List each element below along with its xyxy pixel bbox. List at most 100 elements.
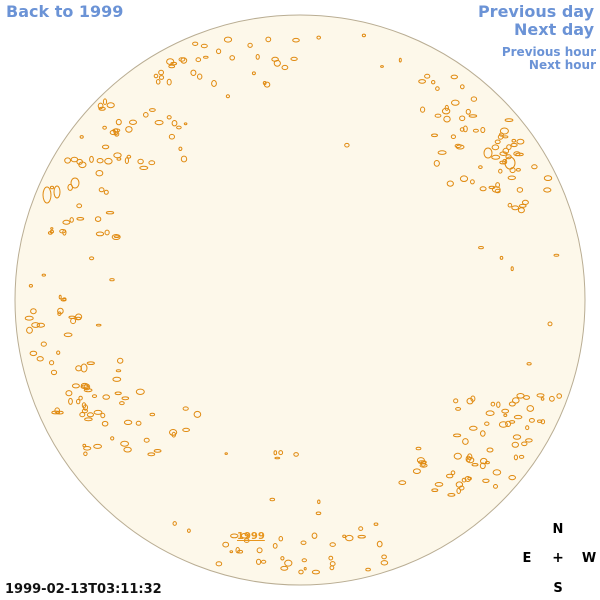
contour-speck bbox=[381, 554, 387, 560]
contour-speck bbox=[71, 383, 80, 389]
contour-speck bbox=[472, 128, 479, 133]
sun-disk bbox=[14, 14, 586, 586]
contour-speck bbox=[446, 473, 454, 479]
contour-speck bbox=[453, 452, 462, 460]
contour-speck bbox=[247, 42, 253, 48]
compass-south: S bbox=[553, 581, 563, 596]
contour-speck bbox=[300, 540, 307, 545]
contour-speck bbox=[81, 408, 89, 414]
contour-speck bbox=[515, 152, 524, 157]
contour-speck bbox=[549, 395, 555, 402]
contour-oval bbox=[70, 177, 80, 189]
contour-oval bbox=[486, 447, 494, 453]
contour-speck bbox=[491, 154, 501, 160]
contour-speck bbox=[443, 115, 451, 123]
contour-speck bbox=[129, 119, 137, 126]
contour-speck bbox=[113, 152, 122, 159]
contour-speck bbox=[31, 322, 40, 328]
contour-speck bbox=[303, 567, 307, 571]
contour-speck bbox=[540, 397, 545, 401]
contour-speck bbox=[271, 56, 279, 62]
contour-speck bbox=[480, 127, 486, 133]
contour-speck bbox=[494, 188, 501, 194]
contour-speck bbox=[57, 311, 62, 317]
year-link[interactable]: 1999 bbox=[237, 531, 265, 542]
contour-speck bbox=[484, 461, 490, 465]
contour-speck bbox=[102, 98, 108, 105]
contour-speck bbox=[190, 69, 197, 77]
contour-speck bbox=[553, 253, 560, 257]
contour-speck bbox=[101, 420, 109, 427]
contour-speck bbox=[344, 142, 350, 148]
contour-speck bbox=[459, 115, 466, 122]
contour-speck bbox=[499, 127, 509, 135]
contour-speck bbox=[98, 187, 105, 193]
compass-east: E bbox=[522, 551, 532, 566]
contour-speck bbox=[256, 558, 262, 565]
contour-speck bbox=[424, 73, 431, 79]
contour-speck bbox=[460, 84, 465, 90]
contour-speck bbox=[230, 533, 239, 539]
contour-speck bbox=[342, 534, 347, 538]
contour-speck bbox=[86, 412, 95, 418]
contour-speck bbox=[83, 451, 88, 457]
contour-speck bbox=[273, 450, 278, 456]
contour-speck bbox=[510, 142, 518, 148]
back-to-year-link[interactable]: Back to 1999 bbox=[6, 2, 124, 21]
contour-speck bbox=[450, 134, 456, 139]
contour-speck bbox=[76, 398, 81, 405]
contour-speck bbox=[301, 558, 307, 563]
previous-hour-link[interactable]: Previous hour bbox=[501, 45, 596, 59]
active-region-contours bbox=[24, 33, 563, 575]
contour-speck bbox=[112, 128, 121, 133]
contour-speck bbox=[494, 139, 501, 145]
contour-speck bbox=[28, 284, 33, 288]
contour-speck bbox=[176, 125, 182, 130]
contour-speck bbox=[24, 315, 34, 321]
contour-speck bbox=[89, 256, 95, 261]
contour-speck bbox=[78, 161, 87, 169]
contour-speck bbox=[41, 273, 46, 277]
contour-speck bbox=[64, 157, 71, 164]
contour-speck bbox=[511, 138, 517, 143]
contour-speck bbox=[465, 108, 471, 115]
contour-speck bbox=[171, 120, 178, 127]
next-hour-link[interactable]: Next hour bbox=[528, 58, 596, 72]
contour-speck bbox=[511, 205, 520, 211]
contour-speck bbox=[143, 112, 149, 118]
contour-speck bbox=[100, 412, 106, 419]
contour-speck bbox=[451, 99, 460, 106]
contour-speck bbox=[147, 452, 156, 457]
contour-speck bbox=[380, 65, 384, 68]
contour-speck bbox=[431, 80, 436, 85]
contour-speck bbox=[490, 401, 496, 407]
contour-speck bbox=[180, 155, 188, 163]
contour-speck bbox=[183, 122, 188, 126]
contour-speck bbox=[149, 108, 156, 112]
contour-speck bbox=[435, 86, 440, 91]
contour-speck bbox=[135, 420, 142, 426]
contour-speck bbox=[113, 235, 120, 239]
contour-speck bbox=[172, 521, 177, 526]
contour-speck bbox=[503, 413, 508, 417]
contour-speck bbox=[112, 376, 122, 382]
contour-speck bbox=[70, 156, 79, 163]
contour-speck bbox=[434, 113, 442, 118]
next-day-link[interactable]: Next day bbox=[514, 20, 594, 39]
contour-speck bbox=[412, 468, 421, 475]
contour-speck bbox=[556, 393, 563, 399]
contour-speck bbox=[182, 427, 191, 432]
contour-speck bbox=[480, 430, 486, 437]
contour-speck bbox=[104, 229, 110, 236]
contour-speck bbox=[450, 74, 458, 80]
contour-speck bbox=[447, 493, 456, 497]
contour-speck bbox=[274, 456, 281, 460]
contour-speck bbox=[508, 420, 516, 424]
contour-speck bbox=[418, 460, 427, 465]
contour-oval bbox=[80, 363, 88, 373]
previous-day-link[interactable]: Previous day bbox=[477, 2, 594, 21]
contour-speck bbox=[523, 395, 530, 400]
contour-speck bbox=[470, 96, 478, 102]
contour-speck bbox=[126, 154, 132, 159]
contour-speck bbox=[216, 48, 222, 55]
